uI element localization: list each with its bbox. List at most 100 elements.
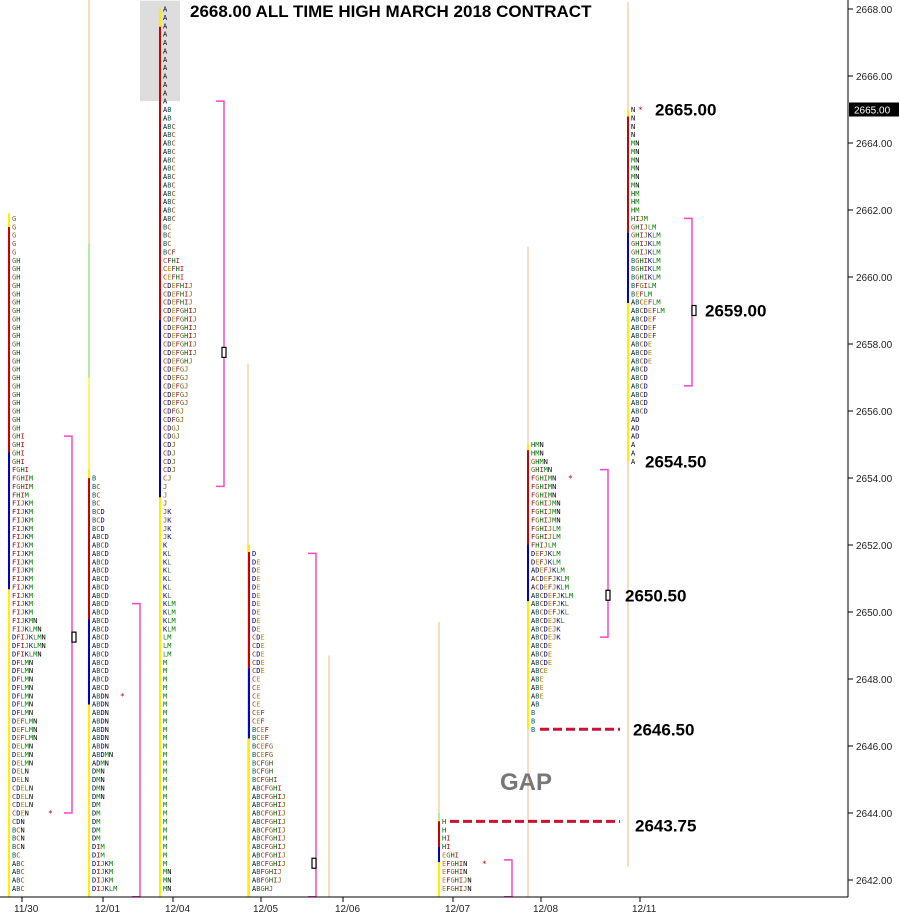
tpo-row: DM [92, 826, 100, 834]
tpo-row: N [631, 106, 635, 114]
tpo-row: JK [163, 508, 172, 516]
y-tick-label: 2642.00 [856, 876, 893, 887]
tpo-row: HM [631, 190, 639, 198]
tpo-row: ABCFGHIJ [252, 860, 286, 868]
tpo-row: ACDEFJKLM [531, 583, 569, 591]
tpo-row: GH [12, 382, 20, 390]
tpo-row: ABCD [92, 558, 109, 566]
tpo-row: DFLMN [12, 701, 33, 709]
tpo-row: ABC [163, 173, 176, 181]
tpo-row: GHIJKLM [631, 248, 661, 256]
tpo-row: FIJKM [12, 583, 33, 591]
tpo-row: CDN [12, 818, 25, 826]
tpo-row: GH [12, 399, 20, 407]
tpo-row: BCEF [252, 734, 269, 742]
tpo-row: J [163, 500, 167, 508]
tpo-row: GH [12, 424, 20, 432]
sessions-layer: GGGGGGHGHGHGHGHGHGHGHGHGHGHGHGHGHGHGHGHG… [8, 0, 697, 898]
excess-marker: * [120, 692, 125, 701]
tpo-row: BCFGH [252, 759, 273, 767]
y-tick-label: 2650.00 [856, 608, 893, 619]
tpo-row: KL [163, 583, 171, 591]
tpo-row: H [442, 826, 446, 834]
tpo-row: FIJKM [12, 516, 33, 524]
y-tick-label: 2652.00 [856, 541, 893, 552]
tpo-row: BCD [92, 508, 105, 516]
tpo-row: CDEFGJ [163, 366, 188, 374]
x-axis: 11/30 12/01 12/04 12/05 12/06 12/07 12/08 12/11 [14, 897, 657, 915]
excess-marker: * [638, 106, 643, 115]
tpo-row: ABC [163, 123, 176, 131]
tpo-row: GH [12, 324, 20, 332]
tpo-row: CDE [252, 659, 265, 667]
tpo-row: ADMN [92, 759, 109, 767]
tpo-row: BCFGH [252, 768, 273, 776]
tpo-row: M [163, 776, 167, 784]
tpo-row: M [163, 818, 167, 826]
tpo-row: ABC [12, 877, 25, 885]
tpo-row: ABCD [92, 542, 109, 550]
tpo-row: FIJKM [12, 508, 33, 516]
tpo-row: BC [163, 240, 171, 248]
tpo-row: B [531, 726, 535, 734]
tpo-row: ABCD [92, 583, 109, 591]
plot-background [0, 0, 848, 897]
tpo-row: DEFLMN [12, 726, 37, 734]
tpo-row: CDGJ [163, 424, 180, 432]
gap-label: GAP [500, 769, 552, 796]
tpo-row: BC [92, 500, 100, 508]
tpo-row: ABC [12, 860, 25, 868]
tpo-row: ABCD [92, 684, 109, 692]
tpo-row: JK [163, 516, 172, 524]
tpo-row: FIJKM [12, 558, 33, 566]
tpo-row: CDJ [163, 466, 176, 474]
value-area-bracket [684, 217, 693, 387]
tpo-row: M [163, 835, 167, 843]
tpo-row: ABC [163, 215, 176, 223]
tpo-row: DE [252, 617, 260, 625]
tpo-row: ABCDE [531, 642, 552, 650]
tpo-row: M [163, 692, 167, 700]
tpo-row: FIJKM [12, 575, 33, 583]
tpo-row: CE [252, 701, 260, 709]
tpo-row: DIJKM [92, 877, 113, 885]
tpo-row: FIJKM [12, 550, 33, 558]
tpo-row: N [631, 114, 635, 122]
tpo-row: ABCFGHIJ [252, 810, 286, 818]
x-tick-label: 12/07 [445, 904, 470, 915]
tpo-row: HI [442, 835, 450, 843]
tpo-row: GHIMN [531, 466, 552, 474]
tpo-row: ABDN [92, 701, 109, 709]
tpo-row: ABCDEJK [531, 634, 561, 642]
x-tick-label: 12/01 [95, 904, 120, 915]
tpo-row: KL [163, 575, 171, 583]
tpo-row: CEFHI [163, 265, 184, 273]
tpo-row: MN [631, 173, 639, 181]
chart-title: 2668.00 ALL TIME HIGH MARCH 2018 CONTRAC… [190, 2, 592, 21]
tpo-row: GH [12, 274, 20, 282]
tpo-row: GH [12, 265, 20, 273]
tpo-row: GH [12, 307, 20, 315]
tpo-row: FGHIJLM [531, 533, 561, 541]
tpo-row: GH [12, 315, 20, 323]
tpo-row: CE [252, 692, 260, 700]
y-tick-label: 2644.00 [856, 809, 893, 820]
x-tick-label: 12/05 [253, 904, 278, 915]
tpo-row: GH [12, 349, 20, 357]
tpo-row: ABCDEFJKL [531, 600, 569, 608]
tpo-row: GH [12, 282, 20, 290]
tpo-row: DFLMN [12, 692, 33, 700]
tpo-row: DE [252, 567, 260, 575]
tpo-row: ABCD [92, 567, 109, 575]
tpo-row: ABCD [631, 391, 648, 399]
tpo-row: B [92, 475, 96, 483]
price-annotation: 2659.00 [705, 302, 766, 321]
tpo-row: M [163, 726, 167, 734]
tpo-row: ABCFGHIJ [252, 826, 286, 834]
tpo-row: ABCD [92, 600, 109, 608]
tpo-row: GH [12, 391, 20, 399]
tpo-row: ABE [531, 692, 544, 700]
x-tick-label: 12/08 [533, 904, 558, 915]
tpo-row: HM [631, 207, 639, 215]
